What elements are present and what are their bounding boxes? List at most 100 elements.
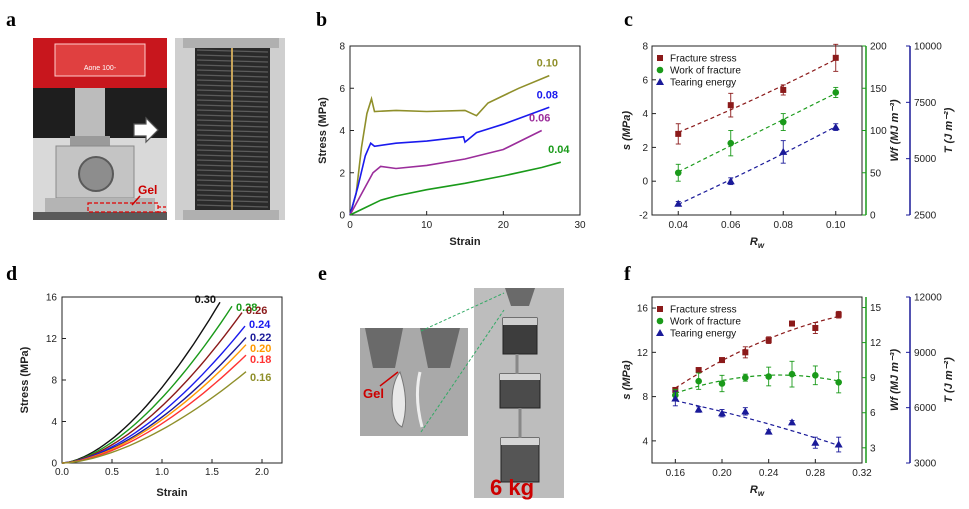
x-tick-label: 1.0 — [155, 467, 169, 478]
x-tick-label: 0.24 — [759, 468, 779, 479]
gel-label-e: Gel — [363, 386, 384, 401]
y-mid-tick-label: 100 — [870, 126, 887, 137]
y-right-axis-label: T (J m⁻²) — [943, 107, 955, 153]
y-mid-tick-label: 150 — [870, 84, 887, 95]
y-left-axis-label: s (MPa) — [621, 360, 633, 399]
y-left-tick-label: 4 — [642, 109, 648, 120]
legend-marker-2 — [656, 329, 664, 336]
x-tick-label: 10 — [421, 220, 433, 231]
y-left-tick-label: 4 — [642, 436, 648, 447]
gel-label-a: Gel — [138, 183, 157, 197]
legend-marker-0 — [657, 306, 663, 312]
y-left-axis-label: s (MPa) — [621, 111, 633, 150]
data-point — [694, 405, 703, 413]
legend-marker-1 — [656, 66, 664, 74]
data-point — [779, 118, 787, 126]
x-tick-label: 0.28 — [806, 468, 826, 479]
y-left-tick-label: 0 — [642, 177, 648, 188]
series-label-0.22: 0.22 — [250, 332, 271, 344]
legend-label-0: Fracture stress — [670, 54, 737, 65]
y-right-tick-label: 12000 — [914, 293, 942, 304]
y-mid-axis-label: Wf (MJ m⁻³) — [889, 349, 901, 411]
y-right-tick-label: 10000 — [914, 42, 942, 53]
y-mid-tick-label: 0 — [870, 211, 876, 222]
data-point — [834, 440, 843, 448]
data-point — [719, 357, 725, 364]
data-point — [742, 349, 749, 356]
legend-label-1: Work of fracture — [670, 66, 741, 77]
series-label-0.20: 0.20 — [250, 343, 271, 355]
y-right-tick-label: 9000 — [914, 348, 937, 359]
photo-weights: 6 kg — [474, 288, 564, 500]
data-point — [788, 370, 796, 378]
y-left-tick-label: 12 — [637, 348, 649, 359]
data-point — [788, 418, 796, 426]
y-right-tick-label: 3000 — [914, 459, 937, 470]
data-point — [812, 372, 819, 379]
y-right-tick-label: 5000 — [914, 154, 937, 165]
series-label-0.26: 0.26 — [246, 305, 267, 317]
series-label-0.10: 0.10 — [537, 58, 558, 70]
y-mid-tick-label: 12 — [870, 338, 882, 349]
x-tick-label: 0.5 — [105, 467, 119, 478]
x-tick-label: 0.20 — [712, 468, 732, 479]
data-point — [742, 374, 749, 381]
series-line-0.04 — [349, 161, 562, 216]
data-point — [832, 54, 839, 61]
data-point — [727, 139, 735, 147]
panel-letter-f: f — [624, 263, 631, 285]
data-point — [675, 130, 682, 137]
chart-f: 0.16 0.20 0.24 0.28 0.32 4 8 12 16 3 6 9 12 15 3000 600… — [621, 293, 955, 499]
data-point — [718, 409, 726, 417]
x-tick-label: 30 — [574, 220, 586, 231]
y-mid-tick-label: 3 — [870, 443, 876, 454]
panel-letter-c: c — [624, 9, 633, 31]
x-tick-label: 0.16 — [666, 468, 686, 479]
series-line-0.26 — [61, 312, 243, 464]
series-line-0.16 — [61, 371, 247, 464]
legend-marker-2 — [656, 78, 664, 85]
photo-gel-closeup: Gel — [360, 328, 468, 436]
x-axis-label: Strain — [156, 487, 187, 499]
y-mid-tick-label: 6 — [870, 408, 876, 419]
panel-letter-b: b — [316, 9, 327, 31]
chart-c: 0.04 0.06 0.08 0.10 -2 0 2 4 6 8 0 50 100 150 200 2500 5… — [621, 42, 955, 251]
weight-label: 6 kg — [490, 475, 534, 500]
data-point — [835, 379, 842, 386]
x-axis-label: Strain — [449, 236, 480, 248]
x-tick-label: 0.08 — [774, 220, 794, 231]
x-tick-label: 0 — [347, 220, 353, 231]
y-mid-axis-label: Wf (MJ m⁻³) — [889, 99, 901, 161]
legend-label-0: Fracture stress — [670, 305, 737, 316]
panel-letter-e: e — [318, 263, 327, 285]
data-point — [674, 199, 683, 207]
y-left-tick-label: 8 — [642, 42, 648, 53]
y-left-tick-label: 2 — [642, 143, 648, 154]
x-axis-label: Rw — [750, 236, 765, 250]
data-point — [741, 407, 750, 415]
series-label-0.24: 0.24 — [249, 319, 271, 331]
data-point — [789, 320, 795, 327]
fit-line-Work of fracture — [678, 92, 837, 173]
data-point — [835, 311, 842, 318]
series-line-0.08 — [349, 106, 550, 216]
series-label-0.04: 0.04 — [548, 144, 570, 156]
data-point — [831, 123, 840, 131]
x-axis-label-sub: w — [758, 241, 765, 250]
series-line-0.18 — [61, 354, 247, 464]
y-tick-label: 16 — [46, 293, 58, 304]
plot-frame-f — [651, 296, 863, 464]
data-point — [695, 377, 702, 385]
data-point — [695, 367, 702, 374]
y-left-tick-label: 8 — [642, 392, 648, 403]
series-line-0.28 — [61, 305, 233, 464]
data-point — [674, 169, 682, 177]
series-label-0.30: 0.30 — [195, 294, 216, 306]
plot-frame-b — [349, 45, 581, 216]
series-label-0.08: 0.08 — [537, 89, 558, 101]
y-left-tick-label: -2 — [639, 211, 648, 222]
x-tick-label: 0.10 — [826, 220, 846, 231]
y-tick-label: 8 — [51, 376, 57, 387]
series-label-0.28: 0.28 — [236, 302, 257, 314]
y-tick-label: 6 — [339, 84, 345, 95]
